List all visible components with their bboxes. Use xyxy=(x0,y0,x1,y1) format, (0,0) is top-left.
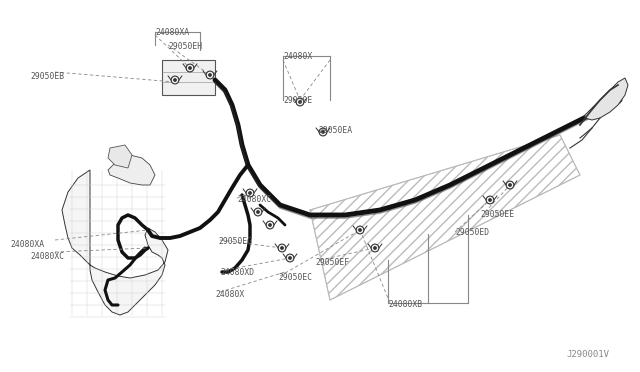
Polygon shape xyxy=(62,170,168,315)
Text: 29050EE: 29050EE xyxy=(480,210,514,219)
Text: 29050EA: 29050EA xyxy=(318,126,352,135)
Polygon shape xyxy=(108,155,155,185)
Text: 24080XB: 24080XB xyxy=(388,300,422,309)
Circle shape xyxy=(189,67,191,70)
Text: 29050EF: 29050EF xyxy=(315,258,349,267)
Circle shape xyxy=(358,228,362,231)
Text: 24080XA: 24080XA xyxy=(155,28,189,37)
Circle shape xyxy=(286,254,294,262)
Polygon shape xyxy=(162,60,215,95)
Text: 29050EG: 29050EG xyxy=(218,237,252,246)
Circle shape xyxy=(319,128,327,136)
Text: 24080XC: 24080XC xyxy=(237,195,271,204)
Circle shape xyxy=(173,78,177,81)
Circle shape xyxy=(356,226,364,234)
Circle shape xyxy=(371,244,379,252)
Text: 29050EC: 29050EC xyxy=(278,273,312,282)
Circle shape xyxy=(289,257,291,260)
Circle shape xyxy=(248,192,252,195)
Circle shape xyxy=(209,74,211,77)
Circle shape xyxy=(321,131,324,134)
Text: 24080XA: 24080XA xyxy=(10,240,44,249)
Circle shape xyxy=(486,196,494,204)
Circle shape xyxy=(298,100,301,103)
Circle shape xyxy=(186,64,194,72)
Text: 29050ED: 29050ED xyxy=(455,228,489,237)
Text: J290001V: J290001V xyxy=(566,350,609,359)
Circle shape xyxy=(488,199,492,202)
Circle shape xyxy=(206,71,214,79)
Circle shape xyxy=(280,247,284,250)
Circle shape xyxy=(278,244,286,252)
Circle shape xyxy=(254,208,262,216)
Text: 29050EB: 29050EB xyxy=(30,72,64,81)
Text: 24080XC: 24080XC xyxy=(30,252,64,261)
Text: 29050E: 29050E xyxy=(283,96,312,105)
Circle shape xyxy=(171,76,179,84)
Circle shape xyxy=(266,221,274,229)
Text: 24080X: 24080X xyxy=(283,52,312,61)
Polygon shape xyxy=(585,78,628,120)
Circle shape xyxy=(296,98,304,106)
Circle shape xyxy=(509,183,511,186)
Circle shape xyxy=(506,181,514,189)
Text: 24080XD: 24080XD xyxy=(220,268,254,277)
Polygon shape xyxy=(108,145,132,168)
Circle shape xyxy=(374,247,376,250)
Circle shape xyxy=(269,224,271,227)
Text: 24080X: 24080X xyxy=(215,290,244,299)
Circle shape xyxy=(246,189,254,197)
Circle shape xyxy=(257,211,259,214)
Text: 29050EH: 29050EH xyxy=(168,42,202,51)
